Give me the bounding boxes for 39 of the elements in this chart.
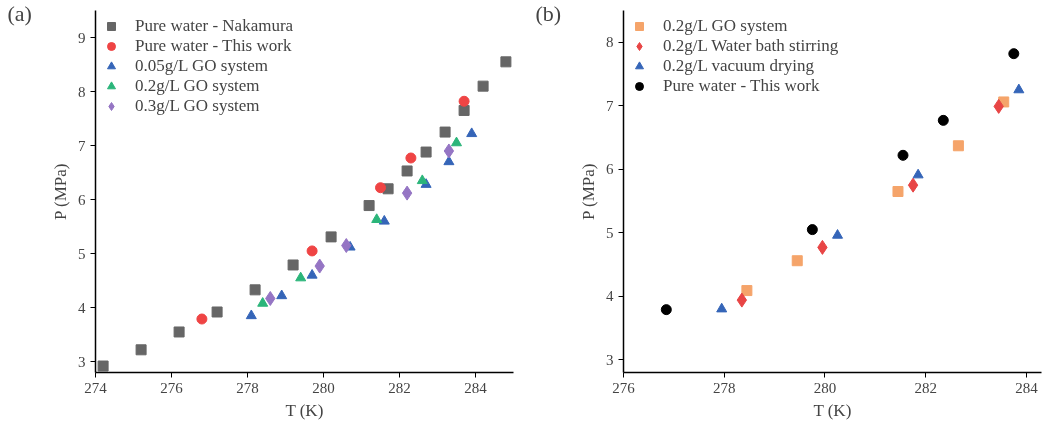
legend-label: 0.2g/L vacuum drying bbox=[663, 56, 814, 76]
y-tick-label: 3 bbox=[78, 353, 86, 370]
y-axis-title: P (MPa) bbox=[51, 163, 70, 221]
y-tick-label: 7 bbox=[606, 97, 614, 114]
y-tick-label: 9 bbox=[78, 29, 86, 46]
legend-label: 0.2g/L Water bath stirring bbox=[663, 36, 839, 56]
x-tick-label: 282 bbox=[914, 379, 937, 396]
x-tick-label: 274 bbox=[84, 379, 108, 396]
x-axis-title: T (K) bbox=[813, 400, 852, 420]
y-tick-label: 5 bbox=[606, 224, 614, 241]
text: (b) bbox=[535, 0, 562, 26]
legend-label: Pure water - This work bbox=[663, 76, 820, 96]
legend-label: Pure water - Nakamura bbox=[135, 16, 294, 36]
x-tick-label: 278 bbox=[712, 379, 736, 396]
x-tick-label: 284 bbox=[464, 379, 488, 396]
x-tick-label: 276 bbox=[612, 379, 636, 396]
y-tick-label: 7 bbox=[78, 137, 86, 154]
x-tick-label: 280 bbox=[312, 379, 335, 396]
x-tick-label: 284 bbox=[1015, 379, 1039, 396]
legend-label: 0.2g/L GO system bbox=[663, 16, 788, 36]
y-tick-label: 8 bbox=[78, 83, 86, 100]
y-tick-label: 8 bbox=[606, 34, 614, 51]
y-axis-title: P (MPa) bbox=[579, 163, 598, 221]
x-axis-title: T (K) bbox=[285, 400, 324, 420]
legend-label: 0.2g/L GO system bbox=[135, 76, 260, 96]
x-tick-label: 280 bbox=[813, 379, 837, 396]
y-tick-label: 3 bbox=[606, 351, 614, 368]
y-tick-label: 6 bbox=[606, 161, 614, 178]
text: (a) bbox=[7, 0, 32, 26]
x-tick-label: 276 bbox=[160, 379, 184, 396]
legend-label: 0.05g/L GO system bbox=[135, 56, 269, 76]
y-tick-label: 4 bbox=[78, 299, 86, 316]
x-tick-label: 278 bbox=[236, 379, 259, 396]
y-tick-label: 6 bbox=[78, 191, 86, 208]
y-tick-label: 5 bbox=[78, 245, 86, 262]
legend-label: 0.3g/L GO system bbox=[135, 96, 260, 116]
x-tick-label: 282 bbox=[388, 379, 411, 396]
y-tick-label: 4 bbox=[606, 288, 614, 305]
legend-label: Pure water - This work bbox=[135, 36, 292, 56]
